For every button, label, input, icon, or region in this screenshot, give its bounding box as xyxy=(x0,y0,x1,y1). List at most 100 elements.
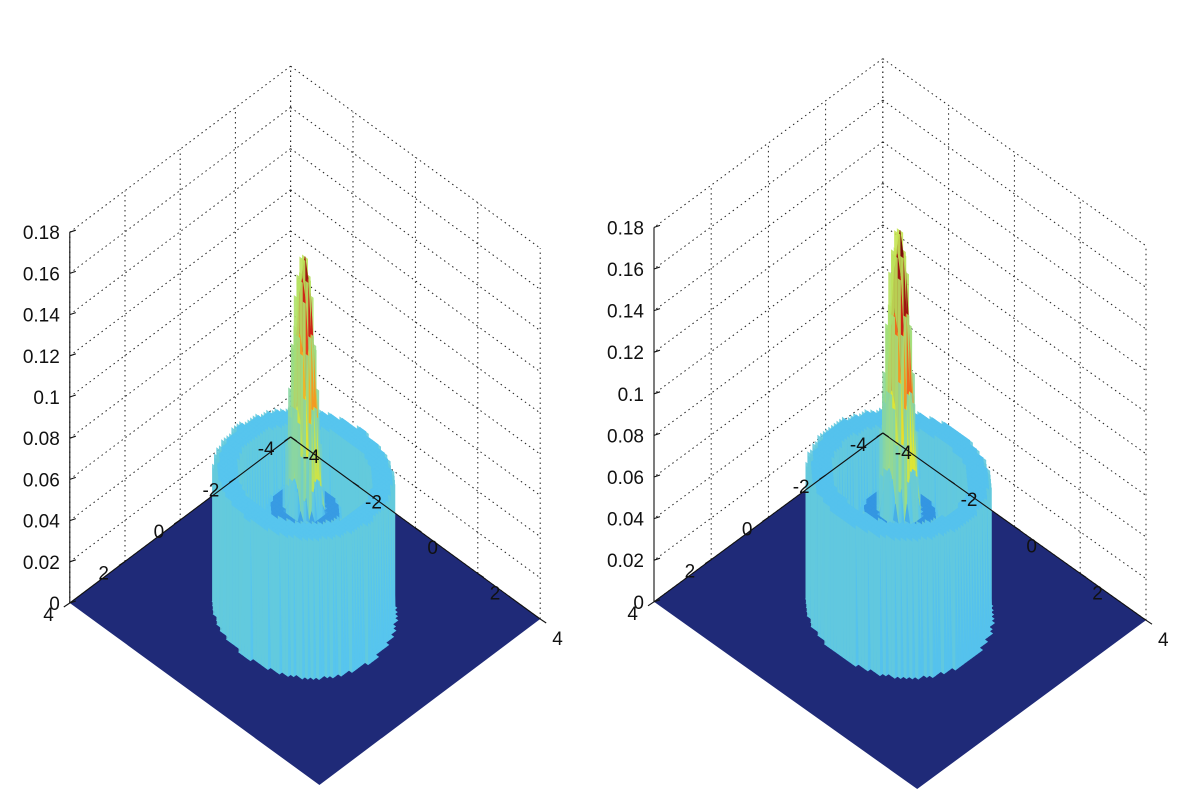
x-tick-mark xyxy=(882,432,890,438)
surface-wall xyxy=(294,333,298,419)
grid-line xyxy=(69,107,291,274)
z-tick-label: 0.04 xyxy=(607,510,644,531)
x-tick-mark xyxy=(539,618,547,624)
y-tick-mark xyxy=(647,601,655,607)
z-tick-mark xyxy=(69,312,76,316)
surface-wall xyxy=(817,498,821,638)
z-tick-label: 0.1 xyxy=(618,385,644,406)
surface-wall xyxy=(338,536,342,677)
x-axis-ticks: -4 -2 0 2 4 xyxy=(290,436,563,650)
surface-wall xyxy=(304,539,308,680)
surface-wall xyxy=(247,520,251,661)
grid-line xyxy=(290,148,541,332)
surface-wall xyxy=(291,480,295,521)
surface-wall xyxy=(858,527,862,667)
y-axis-ticks: -4 -2 0 2 4 xyxy=(43,436,291,626)
surface-wall xyxy=(820,500,824,640)
surface-wall xyxy=(833,513,837,653)
y-tick-label: -4 xyxy=(258,439,275,460)
x-tick-label: 0 xyxy=(427,538,438,559)
grid-line xyxy=(882,182,1147,372)
surface-wall xyxy=(253,520,257,661)
z-tick-label: 0.16 xyxy=(607,260,644,281)
grid-line xyxy=(69,65,291,233)
x-tick-mark xyxy=(1014,526,1021,532)
surface-wall xyxy=(889,392,893,479)
surface-wall xyxy=(836,515,841,656)
surface-wall xyxy=(213,476,217,617)
y-tick-label: 4 xyxy=(43,605,54,626)
surface-wall xyxy=(909,539,913,680)
grid-line xyxy=(69,230,291,398)
surface-wall xyxy=(229,503,233,644)
surface-wall xyxy=(864,531,868,672)
z-tick-mark xyxy=(69,270,76,274)
y-tick-label: 0 xyxy=(742,519,753,540)
surface-mesh xyxy=(69,254,541,785)
z-tick-mark xyxy=(69,353,76,357)
z-tick-label: 0.02 xyxy=(23,553,60,574)
surface-wall xyxy=(898,491,902,529)
surface-wall xyxy=(886,470,890,524)
x-tick-label: -2 xyxy=(365,493,382,514)
grid-line xyxy=(882,390,1147,580)
y-tick-mark xyxy=(819,474,826,480)
surface-wall xyxy=(895,444,899,526)
surface-wall xyxy=(291,406,295,487)
y-tick-label: -4 xyxy=(850,435,867,456)
x-axis-ticks: -4 -2 0 2 4 xyxy=(882,432,1169,651)
grid-lines xyxy=(69,65,541,620)
grid-line xyxy=(290,230,541,414)
y-tick-mark xyxy=(284,436,291,442)
surface-wall xyxy=(226,501,230,642)
surface-wall xyxy=(296,536,300,677)
surface-wall xyxy=(303,500,307,525)
surface-wall xyxy=(814,491,818,632)
z-tick-mark xyxy=(653,474,661,478)
z-tick-mark xyxy=(69,229,76,233)
surface-wall xyxy=(296,278,300,350)
surface-wall xyxy=(888,312,892,404)
z-tick-label: 0 xyxy=(633,593,644,614)
surface-wall xyxy=(299,538,303,680)
grid-line xyxy=(69,354,291,521)
surface-wall xyxy=(843,520,847,660)
surface-wall xyxy=(849,524,853,665)
surface-wall xyxy=(259,525,263,666)
surface-wall xyxy=(276,533,280,675)
grid-line xyxy=(290,106,541,290)
surface-wall xyxy=(915,539,919,680)
z-tick-mark xyxy=(69,559,76,563)
y-tick-label: 4 xyxy=(627,604,638,625)
grid-line xyxy=(882,58,1147,247)
surface-wall xyxy=(216,486,220,627)
surface-wall xyxy=(929,538,933,678)
x-tick-label: 2 xyxy=(490,584,501,605)
surface-wall xyxy=(870,531,874,672)
surface-wall xyxy=(324,537,328,678)
grid-line xyxy=(882,224,1147,413)
z-tick-mark xyxy=(653,391,661,395)
z-tick-label: 0.12 xyxy=(607,343,644,364)
y-tick-mark xyxy=(173,519,181,525)
y-tick-mark xyxy=(762,516,769,522)
z-tick-mark xyxy=(69,518,76,522)
surface-wall xyxy=(294,490,298,523)
grid-line xyxy=(290,354,541,538)
surface-wall xyxy=(807,478,811,619)
grid-line xyxy=(69,313,291,480)
grid-line xyxy=(653,224,884,395)
grid-line xyxy=(653,99,884,270)
surface-wall xyxy=(891,315,895,406)
surface-wall xyxy=(889,480,893,526)
surface-wall xyxy=(310,539,314,680)
x-tick-mark xyxy=(352,482,360,487)
surface-wall xyxy=(883,467,887,522)
z-tick-mark xyxy=(69,435,76,439)
z-axis-ticks: 0 0.02 0.04 0.06 0.08 0.1 0.12 0.14 0.16 0.18 xyxy=(607,218,661,614)
surface-wall xyxy=(891,538,895,679)
surface-wall xyxy=(365,524,369,665)
surface-wall xyxy=(876,536,880,676)
surface-wall xyxy=(888,536,892,677)
